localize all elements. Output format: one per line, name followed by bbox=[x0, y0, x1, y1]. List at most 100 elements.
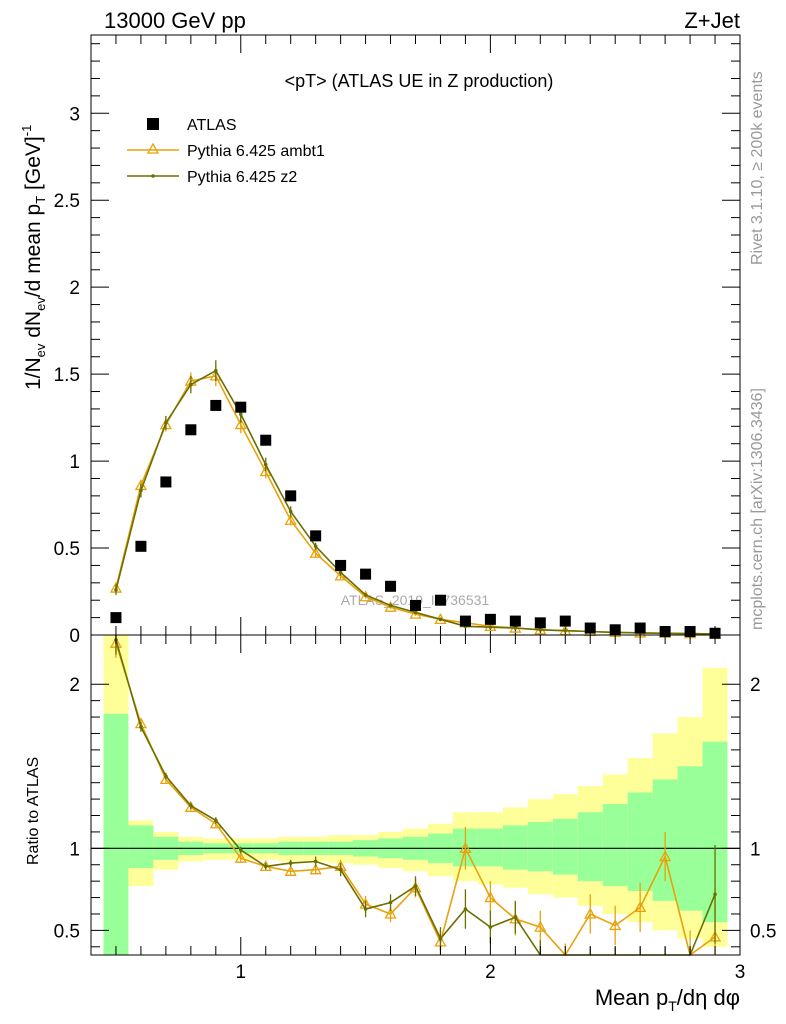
ratio-point-z2 bbox=[164, 774, 168, 778]
main-point-z2 bbox=[538, 627, 543, 632]
x-tick-label: 1 bbox=[235, 962, 246, 983]
ratio-point-z2 bbox=[388, 900, 393, 905]
main-y-tick-label: 0.5 bbox=[54, 539, 80, 560]
ratio-point-z2 bbox=[139, 725, 143, 729]
ratio-axis-ticks: 0.5 0.5 1 1 2 2 1 2 3 bbox=[54, 635, 776, 983]
main-point-atlas bbox=[684, 626, 696, 638]
ratio-point-ambt1 bbox=[284, 864, 297, 876]
ratio-point-z2 bbox=[438, 936, 443, 941]
main-point-z2 bbox=[114, 587, 118, 592]
main-point-z2 bbox=[413, 610, 418, 615]
main-point-z2 bbox=[164, 421, 168, 425]
ratio-y-tick-label: 2 bbox=[69, 675, 80, 696]
ratio-point-ambt1 bbox=[659, 850, 672, 862]
ratio-point-z2 bbox=[189, 803, 193, 808]
x-tick-label: 3 bbox=[735, 962, 746, 983]
ratio-point-ambt1 bbox=[309, 863, 322, 875]
main-point-atlas bbox=[285, 490, 297, 502]
main-point-z2 bbox=[363, 593, 368, 597]
ratio-point-z2 bbox=[214, 818, 218, 823]
main-point-atlas bbox=[210, 399, 222, 411]
ratio-band-green bbox=[502, 825, 528, 870]
main-point-atlas bbox=[160, 476, 172, 488]
main-y-tick-label: 3 bbox=[69, 104, 80, 125]
main-point-atlas bbox=[434, 594, 446, 606]
main-point-z2 bbox=[238, 412, 243, 416]
main-point-atlas bbox=[709, 627, 721, 639]
legend-marker-ambt1 bbox=[146, 142, 160, 154]
main-point-z2 bbox=[139, 488, 143, 493]
legend: ATLAS Pythia 6.425 ambt1 Pythia 6.425 z2 bbox=[127, 117, 325, 186]
main-point-z2 bbox=[388, 603, 393, 608]
ratio-band-green bbox=[103, 713, 129, 955]
main-point-atlas bbox=[385, 580, 397, 592]
main-point-atlas bbox=[534, 617, 546, 629]
ratio-y-tick-label: 1 bbox=[69, 839, 80, 860]
main-point-atlas bbox=[310, 530, 322, 542]
main-point-atlas bbox=[135, 540, 147, 552]
ratio-point-z2 bbox=[263, 864, 268, 869]
main-point-atlas bbox=[360, 568, 372, 580]
ratio-y-tick-label-right: 2 bbox=[750, 675, 761, 696]
x-axis-label: Mean pT/dη dφ bbox=[595, 985, 740, 1014]
legend-label-z2: Pythia 6.425 z2 bbox=[187, 169, 297, 186]
main-point-z2 bbox=[189, 382, 193, 387]
ratio-uncertainty-bands bbox=[103, 635, 728, 955]
ratio-point-ambt1 bbox=[384, 907, 397, 919]
main-panel-title: <pT> (ATLAS UE in Z production) bbox=[285, 71, 554, 91]
main-point-z2 bbox=[338, 570, 343, 575]
ratio-band-green bbox=[527, 822, 553, 872]
ratio-panel: 0.5 0.5 1 1 2 2 1 2 3 Ratio to ATLAS Mean pT/dη … bbox=[25, 634, 776, 1014]
main-point-z2 bbox=[563, 628, 568, 633]
main-y-tick-label: 0 bbox=[69, 626, 80, 647]
main-point-atlas bbox=[459, 615, 471, 627]
main-y-axis-label: 1/Nev dNev/d mean pT [GeV]-1 bbox=[19, 125, 48, 390]
main-point-ambt1 bbox=[234, 418, 247, 430]
ratio-y-tick-label-right: 0.5 bbox=[750, 921, 776, 942]
ratio-band-green bbox=[128, 825, 154, 869]
main-point-z2 bbox=[313, 544, 318, 549]
main-point-ambt1 bbox=[484, 619, 497, 631]
ratio-point-z2 bbox=[363, 907, 368, 911]
ratio-point-z2 bbox=[338, 867, 343, 872]
collision-energy-label: 13000 GeV pp bbox=[104, 8, 246, 33]
main-point-atlas bbox=[509, 615, 521, 627]
ratio-band-green bbox=[552, 818, 578, 875]
main-point-atlas bbox=[335, 559, 347, 571]
ratio-point-z2 bbox=[513, 915, 518, 920]
process-label: Z+Jet bbox=[684, 8, 740, 33]
ratio-band-green bbox=[677, 766, 703, 911]
mcplots-reference-label: mcplots.cern.ch [arXiv:1306.3436] bbox=[749, 388, 766, 630]
ratio-point-z2 bbox=[488, 925, 493, 929]
ratio-y-tick-label: 0.5 bbox=[54, 921, 80, 942]
main-point-z2 bbox=[288, 509, 293, 514]
main-panel: <pT> (ATLAS UE in Z production) 0 0.5 1 1.5… bbox=[19, 34, 741, 647]
ratio-y-tick-label-right: 1 bbox=[750, 839, 761, 860]
ratio-band-green bbox=[627, 792, 653, 891]
main-point-atlas bbox=[659, 626, 671, 638]
main-point-z2 bbox=[513, 626, 518, 630]
legend-label-atlas: ATLAS bbox=[187, 117, 237, 134]
main-axis-ticks: 0 0.5 1 1.5 2 2.5 3 bbox=[54, 35, 741, 647]
main-point-z2 bbox=[488, 625, 493, 629]
main-point-atlas bbox=[235, 401, 247, 413]
x-tick-label: 2 bbox=[485, 962, 496, 983]
ratio-point-z2 bbox=[288, 861, 293, 865]
main-point-z2 bbox=[263, 462, 268, 467]
main-point-atlas bbox=[584, 622, 596, 634]
rivet-version-label: Rivet 3.1.10, ≥ 200k events bbox=[749, 71, 766, 265]
main-point-z2 bbox=[214, 368, 218, 373]
main-point-atlas bbox=[609, 624, 621, 636]
legend-marker-atlas bbox=[147, 118, 159, 130]
ratio-band-green bbox=[477, 828, 503, 867]
ratio-y-axis-label: Ratio to ATLAS bbox=[25, 757, 42, 865]
main-point-ambt1 bbox=[284, 513, 297, 525]
ratio-point-z2 bbox=[463, 907, 468, 911]
ratio-point-ambt1 bbox=[484, 891, 497, 903]
ratio-band-green bbox=[602, 804, 628, 887]
main-y-tick-label: 1.5 bbox=[54, 365, 80, 386]
main-y-tick-label: 2.5 bbox=[54, 191, 80, 212]
ratio-point-z2 bbox=[413, 884, 418, 888]
ratio-band-green bbox=[577, 812, 603, 882]
